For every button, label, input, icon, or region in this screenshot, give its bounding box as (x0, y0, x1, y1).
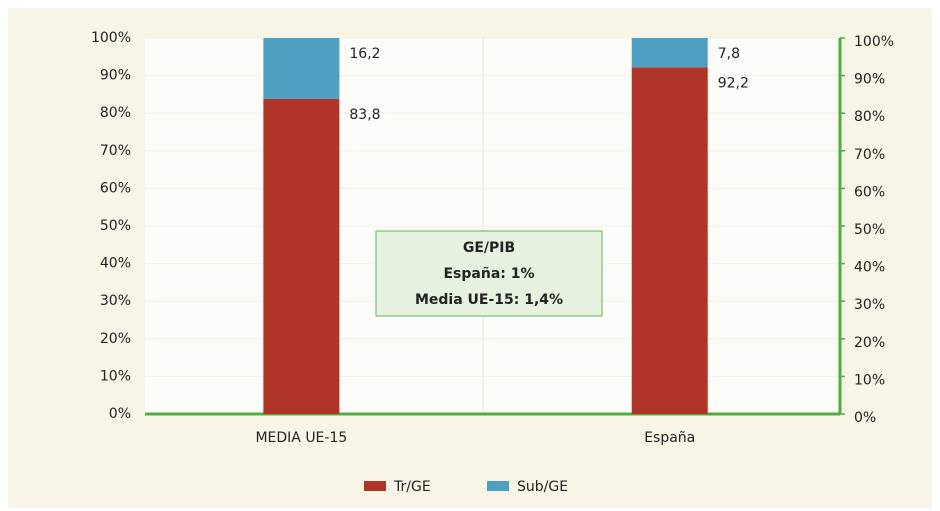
y2-tick-label: 60% (854, 184, 885, 200)
bar-segment (631, 38, 708, 68)
annotation: Media UE-15: 1,4% (415, 292, 563, 308)
legend-swatch (487, 481, 509, 491)
annotation-box (375, 230, 603, 317)
bar-segment (263, 38, 340, 99)
y2-tick-label: 90% (854, 72, 885, 88)
value-label: 83,8 (349, 107, 380, 123)
y-tick-label: 60% (100, 180, 131, 196)
value-label: 16,2 (349, 46, 380, 62)
bar-segment (631, 67, 708, 414)
x-tick-label: España (644, 430, 695, 446)
annotation: España: 1% (443, 266, 534, 282)
value-label: 7,8 (718, 46, 740, 62)
legend-label: Tr/GE (393, 479, 431, 495)
bar-segment (263, 98, 340, 415)
legend-label: Sub/GE (517, 479, 568, 495)
y2-tick-label: 30% (854, 297, 885, 313)
y-tick-label: 40% (100, 256, 131, 272)
y-tick-label: 50% (100, 218, 131, 234)
y2-tick-label: 20% (854, 335, 885, 351)
y2-tick-label: 50% (854, 222, 885, 238)
y-tick-label: 10% (100, 368, 131, 384)
y-tick-label: 20% (100, 331, 131, 347)
y-tick-label: 80% (100, 105, 131, 121)
y-tick-label: 100% (91, 30, 131, 46)
y2-tick-label: 40% (854, 260, 885, 276)
annotation: GE/PIB (463, 240, 515, 256)
x-tick-label: MEDIA UE-15 (255, 430, 347, 446)
y2-tick-label: 80% (854, 109, 885, 125)
y2-tick-label: 100% (854, 34, 894, 50)
y-tick-label: 90% (100, 68, 131, 84)
y2-tick-label: 0% (854, 410, 876, 426)
y-tick-label: 70% (100, 143, 131, 159)
y-tick-label: 0% (109, 406, 131, 422)
y2-tick-label: 70% (854, 147, 885, 163)
value-label: 92,2 (718, 75, 749, 91)
y-tick-label: 30% (100, 293, 131, 309)
y2-tick-label: 10% (854, 372, 885, 388)
legend-swatch (364, 481, 386, 491)
